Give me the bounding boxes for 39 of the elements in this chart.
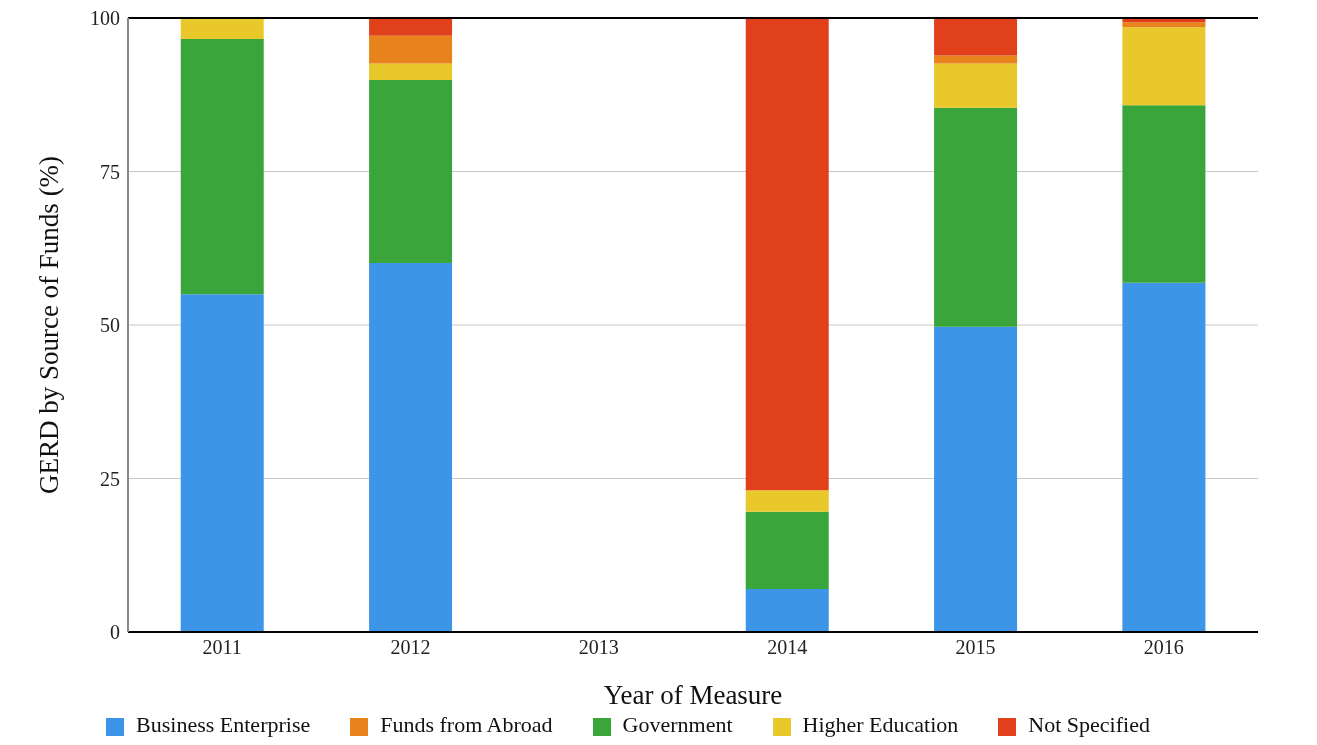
y-tick-label: 100 bbox=[90, 7, 120, 30]
y-tick-label: 75 bbox=[100, 160, 120, 183]
bar bbox=[745, 511, 829, 590]
legend-label: Higher Education bbox=[802, 712, 959, 737]
x-tick-label: 2012 bbox=[390, 636, 431, 659]
y-tick-label: 50 bbox=[100, 314, 120, 337]
bar bbox=[369, 80, 453, 263]
bar bbox=[745, 589, 829, 632]
bar bbox=[1122, 105, 1206, 283]
bar bbox=[369, 63, 453, 81]
x-axis-title: Year of Measure bbox=[603, 680, 783, 710]
bar bbox=[934, 326, 1018, 632]
legend-label: Government bbox=[622, 712, 733, 737]
bar bbox=[934, 63, 1018, 108]
y-tick-label: 0 bbox=[110, 621, 120, 644]
x-tick-label: 2015 bbox=[955, 636, 996, 659]
bar bbox=[369, 35, 453, 64]
y-axis-title: GERD by Source of Funds (%) bbox=[33, 155, 64, 495]
bar bbox=[180, 18, 264, 39]
bar bbox=[745, 490, 829, 512]
x-tick-label: 2013 bbox=[578, 636, 619, 659]
bar bbox=[1122, 27, 1206, 106]
bar bbox=[1122, 282, 1206, 632]
legend-label: Business Enterprise bbox=[136, 712, 311, 737]
y-tick-label: 25 bbox=[100, 467, 120, 490]
bar bbox=[934, 55, 1018, 64]
x-tick-label: 2016 bbox=[1143, 636, 1184, 659]
x-tick-label: 2011 bbox=[202, 636, 242, 659]
bar bbox=[180, 294, 264, 632]
x-tick-label: 2014 bbox=[767, 636, 808, 659]
bar bbox=[934, 18, 1018, 56]
bar bbox=[745, 18, 829, 491]
bar bbox=[369, 18, 453, 36]
bar bbox=[1122, 22, 1206, 28]
bar bbox=[369, 262, 453, 632]
bar bbox=[180, 38, 264, 295]
legend-label: Not Specified bbox=[1028, 712, 1150, 737]
bar bbox=[934, 107, 1018, 327]
legend-label: Funds from Abroad bbox=[380, 712, 553, 737]
